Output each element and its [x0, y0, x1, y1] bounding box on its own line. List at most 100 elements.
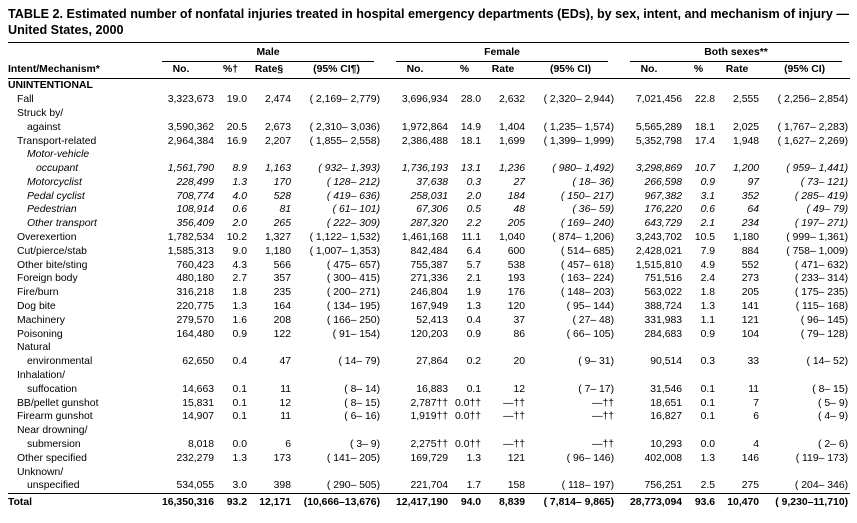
- row-label: Fire/burn: [17, 287, 59, 299]
- cell: 0.1: [232, 397, 247, 409]
- table-row: Inhalation/: [8, 369, 850, 383]
- female-group-header: Female: [382, 44, 616, 62]
- cell: 11.1: [461, 232, 482, 244]
- cell: 0.0††: [455, 397, 482, 409]
- cell: 10.2: [226, 232, 247, 244]
- table-row: Pedestrian 108,914 0.6 81 ( 61– 101) 67,306 0.…: [8, 203, 850, 217]
- cell: ( 9,230–11,710): [759, 493, 851, 511]
- cell: ( 73– 121): [800, 176, 849, 188]
- cell: —††: [503, 411, 526, 423]
- cell: ( 222– 309): [326, 218, 381, 230]
- row-label: Other specified: [17, 452, 87, 464]
- cell: 1.6: [232, 314, 247, 326]
- cell: 287,320: [410, 218, 449, 230]
- cell: 1.3: [466, 301, 482, 313]
- male-ci-header: (95% CI¶): [291, 61, 383, 80]
- cell: ( 4– 9): [818, 411, 849, 423]
- cell: ( 2,310– 3,036): [309, 121, 381, 133]
- cell: 3,243,702: [635, 232, 683, 244]
- table-row: Cut/pierce/stab 1,585,313 9.0 1,180 ( 1,007–…: [8, 245, 850, 259]
- cell: 0.0††: [455, 439, 482, 451]
- cell: 760,423: [176, 259, 214, 271]
- cell: ( 2– 6): [818, 439, 849, 451]
- cell: ( 471– 632): [794, 259, 849, 271]
- cell: 0.1: [700, 411, 716, 423]
- cell: 2,964,384: [167, 135, 214, 147]
- injury-table: Male Female Both sexes** Intent/Mechanis…: [8, 44, 851, 511]
- title-rule: [8, 41, 849, 43]
- cell: 1.7: [466, 480, 482, 492]
- row-label: Motor-vehicle: [27, 149, 90, 161]
- cell: —††: [592, 439, 615, 451]
- row-label: Pedestrian: [27, 204, 77, 216]
- cell: 176,220: [644, 204, 683, 216]
- table-row: Motor-vehicle: [8, 148, 850, 162]
- cell: 6: [753, 411, 760, 423]
- cell: 48: [513, 204, 526, 216]
- cell: 0.0: [232, 439, 247, 451]
- cell: ( 169– 240): [560, 218, 615, 230]
- cell: 8.9: [232, 163, 247, 175]
- cell: 8,839: [481, 493, 526, 511]
- cell: 52,413: [416, 314, 449, 326]
- table-row: Overexertion 1,782,534 10.2 1,327 ( 1,122– 1…: [8, 231, 850, 245]
- cell: 158: [507, 480, 526, 492]
- cell: 13.1: [460, 163, 482, 175]
- cell: 18,651: [650, 397, 683, 409]
- cell: 16,827: [650, 411, 683, 423]
- empty-cells: [148, 148, 850, 162]
- cell: 1,040: [499, 232, 526, 244]
- cell: ( 36– 59): [572, 204, 615, 216]
- cell: 97: [747, 176, 760, 188]
- cell: 122: [273, 328, 291, 340]
- cell: 0.0: [700, 439, 716, 451]
- cell: 331,983: [644, 314, 683, 326]
- cell: 842,484: [410, 245, 449, 257]
- cell: 600: [507, 245, 526, 257]
- table-row: Other bite/sting 760,423 4.3 566 ( 475– 657)…: [8, 259, 850, 273]
- both-ci-header: (95% CI): [759, 61, 851, 80]
- cell: 271,336: [410, 273, 449, 285]
- cell: 1.8: [232, 287, 247, 299]
- cell: 37: [513, 314, 526, 326]
- row-label: Transport-related: [17, 135, 97, 147]
- cell: 0.9: [700, 176, 716, 188]
- cell: 167,949: [410, 301, 449, 313]
- cell: 751,516: [644, 273, 683, 285]
- cell: ( 96– 146): [566, 452, 615, 464]
- cell: ( 1,399– 1,999): [543, 135, 615, 147]
- cell: 33: [747, 356, 760, 368]
- cell: ( 1,627– 2,269): [777, 135, 849, 147]
- cell: ( 1,235– 1,574): [543, 121, 615, 133]
- female-no-header: No.: [382, 61, 449, 80]
- cell: 37,638: [416, 176, 449, 188]
- cell: 2,025: [733, 121, 760, 133]
- cell: 352: [741, 190, 760, 202]
- cell: 164: [273, 301, 291, 313]
- table-row: UNINTENTIONAL: [8, 79, 850, 93]
- cell: 755,387: [410, 259, 449, 271]
- cell: 708,774: [176, 190, 214, 202]
- cell: 566: [273, 259, 291, 271]
- cell: 1.1: [700, 314, 716, 326]
- row-label: Other bite/sting: [17, 259, 88, 271]
- cell: 12: [279, 397, 291, 409]
- cell: 279,570: [176, 314, 214, 326]
- female-ci-header: (95% CI): [525, 61, 617, 80]
- empty-cells: [148, 79, 850, 93]
- cell: ( 5– 9): [818, 397, 849, 409]
- cell: 273: [741, 273, 760, 285]
- row-label: against: [27, 121, 61, 133]
- cell: 19.0: [226, 94, 247, 106]
- cell: 2.1: [700, 218, 716, 230]
- cell: 3.0: [232, 480, 247, 492]
- cell: 0.1: [232, 411, 247, 423]
- cell: 141: [741, 301, 760, 313]
- cell: 8,018: [187, 439, 214, 451]
- cell: ( 141– 205): [326, 452, 381, 464]
- male-pct-header: %†: [214, 61, 247, 80]
- cell: 176: [507, 287, 526, 299]
- cell: 1,699: [499, 135, 526, 147]
- cell: 184: [507, 190, 526, 202]
- table-row: submersion 8,018 0.0 6 ( 3– 9) 2,275†† 0.0†† —†…: [8, 438, 850, 452]
